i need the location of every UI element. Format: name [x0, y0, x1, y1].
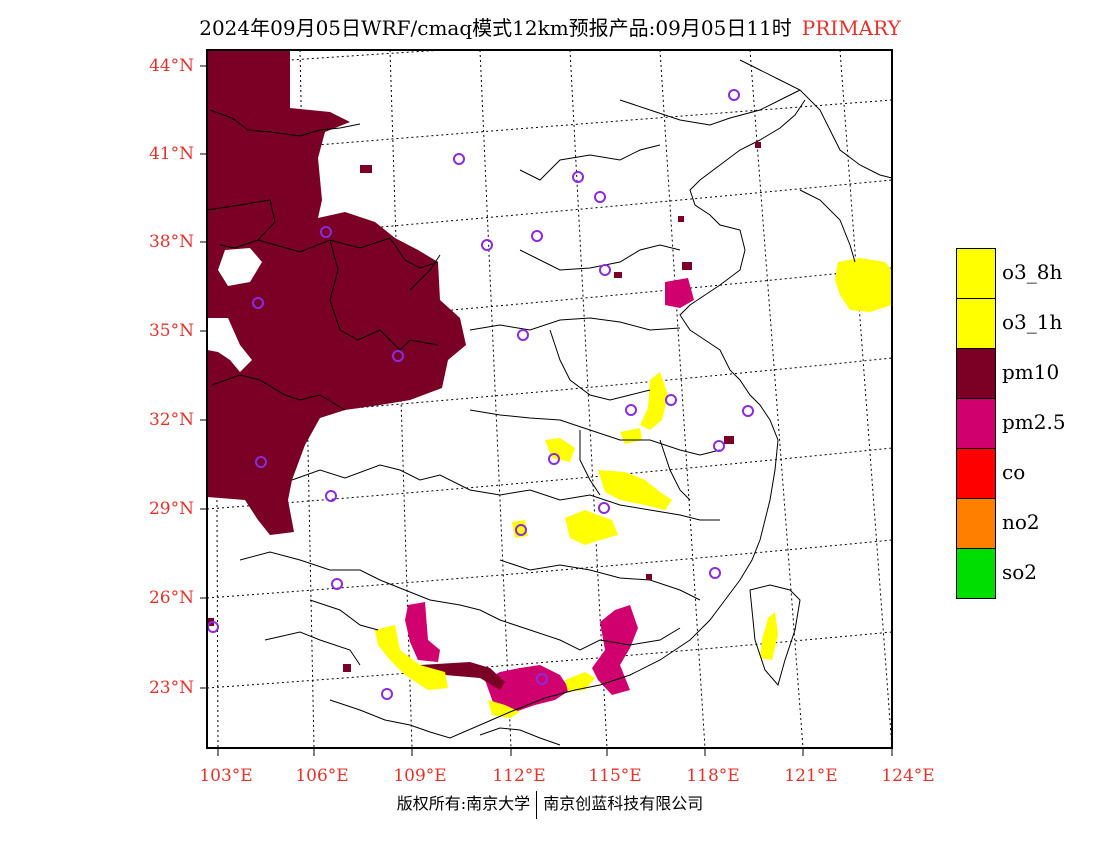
pm10-region-west [207, 50, 466, 535]
lon-label-112e: 112°E [492, 766, 546, 786]
pm10-streak-south [420, 662, 505, 690]
lat-label-35n: 35°N [148, 321, 194, 341]
pm10-notch-west [207, 318, 252, 372]
legend-label: co [1002, 460, 1026, 484]
pm25-region-south [405, 602, 440, 662]
pm25-shandong [665, 278, 694, 308]
legend-label: o3_8h [1002, 260, 1063, 284]
axis-ticks [200, 65, 893, 756]
lat-label-41n: 41°N [148, 144, 194, 164]
legend-label: no2 [1002, 510, 1040, 534]
copyright-left: 版权所有:南京大学 [396, 794, 531, 813]
ozone-patches [375, 258, 892, 718]
pm25-region-guangdong [485, 665, 570, 712]
map-frame [206, 49, 893, 749]
legend-label: o3_1h [1002, 310, 1063, 334]
legend-swatch [956, 498, 996, 549]
legend-swatch [956, 448, 996, 499]
lat-label-44n: 44°N [148, 56, 194, 76]
station-markers [207, 89, 754, 700]
pm25-region-pearl-east [592, 605, 638, 695]
lat-label-32n: 32°N [148, 410, 194, 430]
lon-label-109e: 109°E [393, 766, 447, 786]
copyright-right: 南京创蓝科技有限公司 [543, 794, 704, 813]
legend-label: pm10 [1002, 360, 1060, 384]
legend-label: so2 [1002, 560, 1038, 584]
lon-label-106e: 106°E [295, 766, 349, 786]
map-title: 2024年09月05日WRF/cmaq模式12km预报产品:09月05日11时 P… [0, 12, 1100, 41]
lat-label-29n: 29°N [148, 499, 194, 519]
title-main: 2024年09月05日WRF/cmaq模式12km预报产品:09月05日11时 [199, 16, 792, 40]
pm10-notch-qinghai [218, 248, 262, 286]
title-tag-primary: PRIMARY [801, 16, 901, 40]
lon-label-103e: 103°E [199, 766, 253, 786]
map-content [207, 50, 892, 748]
lat-label-38n: 38°N [148, 232, 194, 252]
boundaries [207, 59, 892, 746]
lon-label-121e: 121°E [784, 766, 838, 786]
lon-label-118e: 118°E [686, 766, 740, 786]
lon-label-115e: 115°E [588, 766, 642, 786]
legend-swatch [956, 248, 996, 299]
legend-swatch [956, 348, 996, 399]
lat-label-23n: 23°N [148, 678, 194, 698]
legend-label: pm2.5 [1002, 410, 1066, 434]
legend-swatch [956, 398, 996, 449]
legend-swatch [956, 298, 996, 349]
legend-swatch [956, 548, 996, 599]
copyright-footer: 版权所有:南京大学 南京创蓝科技有限公司 [0, 790, 1100, 819]
footer-separator [536, 790, 538, 819]
lon-label-124e: 124°E [881, 766, 935, 786]
lat-label-26n: 26°N [148, 588, 194, 608]
